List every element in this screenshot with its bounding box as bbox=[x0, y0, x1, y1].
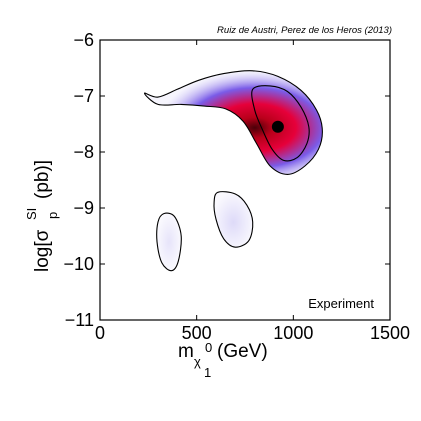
svg-text:m: m bbox=[178, 341, 194, 362]
y-axis-label: log[σ p SI (pb)] bbox=[24, 160, 60, 272]
contour-outer-lower-left bbox=[156, 212, 182, 272]
svg-text:1: 1 bbox=[204, 365, 211, 380]
density-fill-lower-left bbox=[156, 213, 182, 271]
svg-text:0: 0 bbox=[205, 340, 212, 355]
experiment-label: Experiment bbox=[308, 296, 374, 311]
y-tick-label: −7 bbox=[73, 86, 94, 106]
contour-outer-middle bbox=[213, 191, 254, 248]
x-axis-label: m χ 0 1 (GeV) bbox=[178, 340, 268, 380]
x-label-sup: 0 bbox=[205, 340, 212, 355]
svg-text:SI: SI bbox=[24, 208, 39, 220]
plot-area bbox=[143, 70, 323, 272]
x-label-base: m bbox=[178, 341, 194, 362]
density-layer bbox=[144, 70, 323, 271]
y-label-sup: SI bbox=[24, 208, 39, 220]
plot-frame bbox=[99, 39, 391, 321]
best-fit-point bbox=[271, 120, 284, 133]
y-tick-label: −9 bbox=[73, 198, 94, 218]
y-label-unit: (pb)] bbox=[32, 160, 53, 199]
svg-text:log[σ: log[σ bbox=[32, 229, 53, 272]
y-tick-label: −11 bbox=[65, 310, 94, 330]
y-tick-label: −6 bbox=[73, 30, 94, 50]
y-label-prefix: log[σ bbox=[32, 229, 53, 272]
y-axis: −11 −10 −9 −8 −7 −6 bbox=[63, 30, 390, 330]
contour-outer-main bbox=[143, 70, 323, 175]
x-label-subsub: 1 bbox=[204, 365, 211, 380]
density-fill-main bbox=[144, 70, 323, 175]
y-tick-label: −10 bbox=[63, 254, 94, 274]
x-axis: 0 500 1000 1500 bbox=[95, 40, 410, 343]
contour-inner-main bbox=[251, 85, 310, 162]
x-tick-label: 1500 bbox=[370, 323, 410, 343]
x-label-unit: (GeV) bbox=[217, 341, 268, 362]
x-label-sub: χ bbox=[194, 354, 201, 369]
density-fill-middle bbox=[213, 191, 253, 248]
credit-text: Ruiz de Austri, Perez de los Heros (2013… bbox=[217, 25, 392, 36]
x-tick-label: 1000 bbox=[273, 323, 313, 343]
contour-layer bbox=[143, 70, 323, 272]
svg-text:(GeV): (GeV) bbox=[217, 341, 268, 362]
x-tick-label: 500 bbox=[182, 323, 212, 343]
svg-text:(pb)]: (pb)] bbox=[32, 160, 53, 199]
svg-text:p: p bbox=[45, 212, 60, 219]
y-tick-label: −8 bbox=[73, 142, 94, 162]
svg-text:χ: χ bbox=[194, 354, 201, 369]
y-label-sub: p bbox=[45, 212, 60, 219]
x-tick-label: 0 bbox=[95, 323, 105, 343]
